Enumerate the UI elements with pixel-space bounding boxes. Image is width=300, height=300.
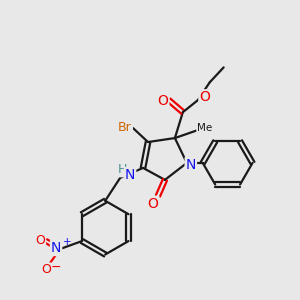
Text: O: O [148,197,158,211]
Text: Me: Me [197,123,212,133]
Text: O: O [158,94,168,108]
Text: Br: Br [118,121,132,134]
Text: N: N [51,241,61,255]
Text: +: + [63,237,71,247]
Text: N: N [186,158,196,172]
Text: −: − [51,260,61,274]
Text: O: O [35,234,45,247]
Text: H: H [117,164,127,176]
Text: N: N [125,168,135,182]
Text: O: O [199,90,210,104]
Text: O: O [41,263,51,276]
